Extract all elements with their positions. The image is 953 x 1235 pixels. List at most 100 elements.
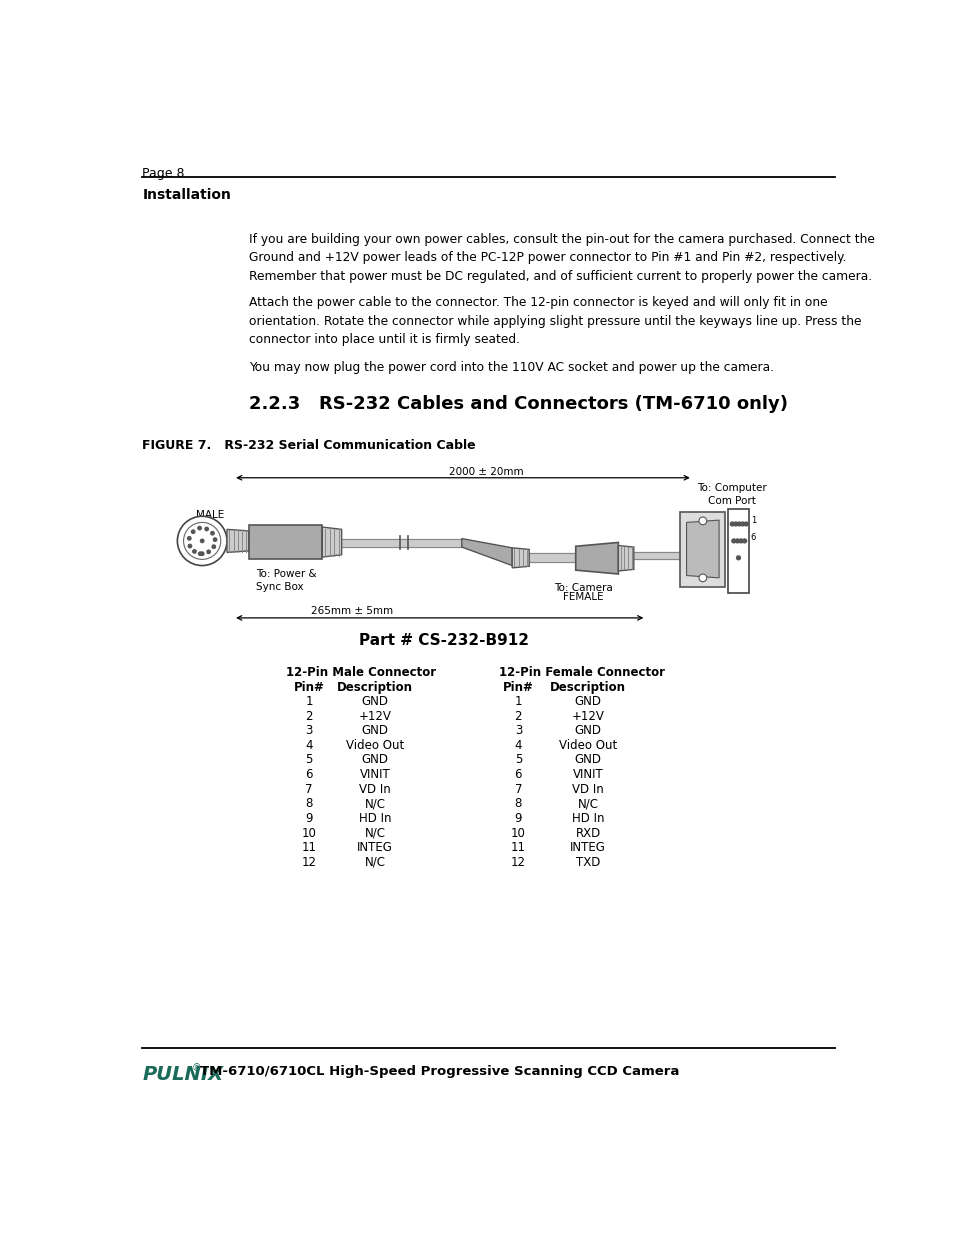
Text: 2: 2: [514, 710, 521, 722]
Polygon shape: [461, 538, 512, 566]
Text: Attach the power cable to the connector. The 12-pin connector is keyed and will : Attach the power cable to the connector.…: [249, 296, 862, 346]
Text: GND: GND: [574, 753, 601, 767]
Text: FEMALE: FEMALE: [562, 593, 603, 603]
Text: VD In: VD In: [572, 783, 603, 795]
Circle shape: [188, 545, 192, 547]
Text: HD In: HD In: [571, 811, 604, 825]
Text: 2: 2: [305, 710, 313, 722]
Circle shape: [177, 516, 227, 566]
Text: FIGURE 7.   RS-232 Serial Communication Cable: FIGURE 7. RS-232 Serial Communication Ca…: [142, 440, 476, 452]
Text: 9: 9: [716, 553, 720, 562]
Text: ®: ®: [192, 1063, 202, 1073]
Circle shape: [205, 527, 208, 531]
Circle shape: [193, 550, 196, 553]
Text: 10: 10: [301, 826, 316, 840]
Text: Description: Description: [336, 680, 413, 694]
Text: 7: 7: [305, 783, 313, 795]
Text: To: Computer
Com Port: To: Computer Com Port: [696, 483, 765, 506]
Text: GND: GND: [574, 724, 601, 737]
Circle shape: [188, 537, 191, 540]
FancyBboxPatch shape: [249, 525, 322, 559]
Text: If you are building your own power cables, consult the pin-out for the camera pu: If you are building your own power cable…: [249, 233, 875, 283]
Polygon shape: [575, 542, 618, 574]
Text: 265mm ± 5mm: 265mm ± 5mm: [311, 606, 393, 616]
Circle shape: [183, 522, 220, 559]
Polygon shape: [322, 527, 341, 557]
Text: 1: 1: [750, 516, 756, 525]
Text: +12V: +12V: [571, 710, 604, 722]
Text: 1: 1: [305, 695, 313, 708]
Circle shape: [737, 522, 740, 526]
Text: GND: GND: [361, 753, 388, 767]
FancyBboxPatch shape: [727, 509, 748, 593]
Text: VD In: VD In: [358, 783, 391, 795]
Text: 8: 8: [515, 798, 521, 810]
Text: +12V: +12V: [358, 710, 391, 722]
Text: To: Camera: To: Camera: [554, 583, 612, 593]
Text: TXD: TXD: [576, 856, 599, 869]
Text: 9: 9: [514, 811, 521, 825]
Text: VINIT: VINIT: [359, 768, 390, 781]
Text: 5: 5: [515, 753, 521, 767]
Text: GND: GND: [361, 724, 388, 737]
Text: N/C: N/C: [577, 798, 598, 810]
Text: 6: 6: [305, 768, 313, 781]
Text: To: Power &
Sync Box: To: Power & Sync Box: [256, 569, 316, 592]
Polygon shape: [686, 520, 719, 578]
Text: Video Out: Video Out: [558, 739, 617, 752]
Text: 10: 10: [511, 826, 525, 840]
Text: VINIT: VINIT: [572, 768, 603, 781]
Circle shape: [699, 574, 706, 582]
Circle shape: [213, 538, 216, 541]
Text: GND: GND: [574, 695, 601, 708]
Text: 1: 1: [514, 695, 521, 708]
Text: Installation: Installation: [142, 188, 232, 203]
Text: 6: 6: [750, 534, 756, 542]
Circle shape: [699, 517, 706, 525]
Text: You may now plug the power cord into the 110V AC socket and power up the camera.: You may now plug the power cord into the…: [249, 361, 774, 374]
Text: 12: 12: [511, 856, 525, 869]
Circle shape: [731, 538, 735, 543]
Text: Description: Description: [550, 680, 625, 694]
Text: 12-Pin Male Connector: 12-Pin Male Connector: [286, 666, 436, 679]
Text: Video Out: Video Out: [346, 739, 404, 752]
Circle shape: [200, 540, 204, 542]
Text: 12-Pin Female Connector: 12-Pin Female Connector: [498, 666, 664, 679]
Text: GND: GND: [361, 695, 388, 708]
Circle shape: [192, 530, 194, 534]
Text: 7: 7: [514, 783, 521, 795]
Text: Page 8: Page 8: [142, 168, 185, 180]
Text: Pin#: Pin#: [294, 680, 324, 694]
Circle shape: [730, 522, 734, 526]
Circle shape: [735, 538, 739, 543]
Text: 6: 6: [514, 768, 521, 781]
Circle shape: [743, 522, 747, 526]
Text: 2.2.3   RS-232 Cables and Connectors (TM-6710 only): 2.2.3 RS-232 Cables and Connectors (TM-6…: [249, 395, 787, 412]
Text: 4: 4: [305, 739, 313, 752]
Text: 9: 9: [305, 811, 313, 825]
Text: 12: 12: [301, 856, 316, 869]
Text: 3: 3: [305, 724, 313, 737]
FancyBboxPatch shape: [679, 511, 724, 587]
Polygon shape: [512, 548, 529, 568]
Text: INTEG: INTEG: [570, 841, 605, 855]
Circle shape: [211, 531, 214, 535]
Circle shape: [212, 545, 215, 548]
Circle shape: [742, 538, 746, 543]
Circle shape: [740, 522, 744, 526]
Text: 3: 3: [515, 724, 521, 737]
Text: RXD: RXD: [575, 826, 600, 840]
Text: HD In: HD In: [358, 811, 391, 825]
Text: N/C: N/C: [364, 856, 385, 869]
Circle shape: [739, 538, 742, 543]
Text: INTEG: INTEG: [356, 841, 393, 855]
Circle shape: [198, 552, 202, 556]
Text: Part # CS-232-B912: Part # CS-232-B912: [359, 634, 529, 648]
Circle shape: [733, 522, 737, 526]
Text: Pin#: Pin#: [502, 680, 533, 694]
Text: TM-6710/6710CL High-Speed Progressive Scanning CCD Camera: TM-6710/6710CL High-Speed Progressive Sc…: [199, 1065, 679, 1077]
Circle shape: [200, 552, 204, 556]
Text: 5: 5: [305, 753, 313, 767]
Text: 4: 4: [514, 739, 521, 752]
Circle shape: [197, 526, 201, 530]
